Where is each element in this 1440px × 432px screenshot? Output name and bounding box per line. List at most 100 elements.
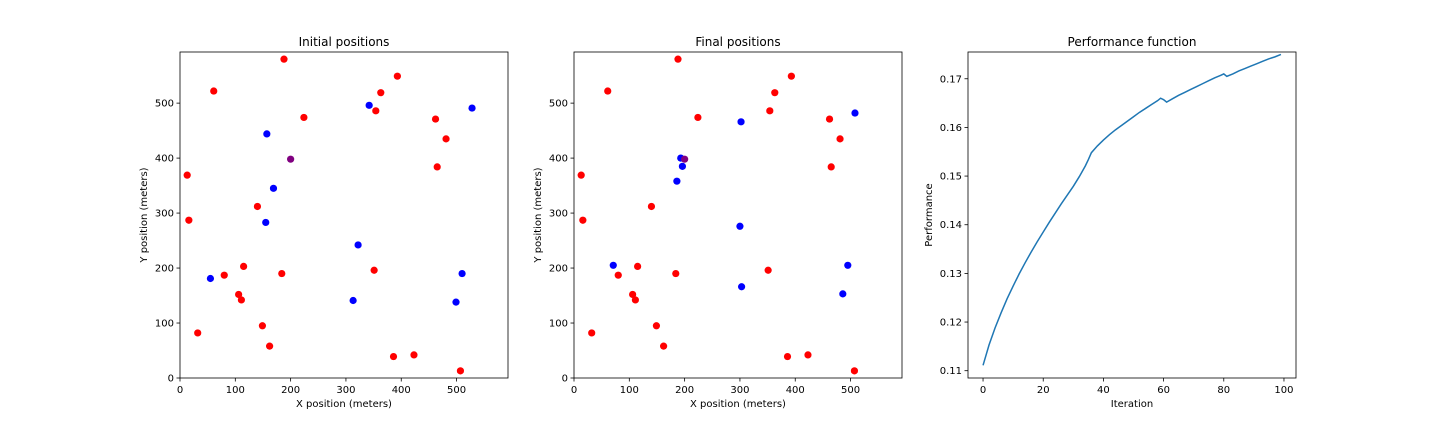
x-tick-label: 20 bbox=[1037, 385, 1050, 396]
data-point bbox=[825, 115, 834, 123]
axes-frame bbox=[179, 51, 509, 379]
data-point bbox=[393, 72, 401, 80]
x-tick-label: 400 bbox=[786, 385, 805, 396]
y-tick-label: 0.15 bbox=[940, 172, 962, 183]
data-point bbox=[836, 135, 844, 143]
performance-function-plot: Performance function 0 20 40 60 80 100 0.11 0.12… bbox=[924, 35, 1297, 410]
x-tick-label: 300 bbox=[730, 385, 749, 396]
x-axis-label: X position (meters) bbox=[296, 399, 392, 410]
data-point bbox=[194, 329, 202, 337]
data-point bbox=[609, 261, 617, 269]
data-point bbox=[681, 155, 689, 163]
x-tick-label: 200 bbox=[281, 385, 300, 396]
data-point bbox=[433, 163, 441, 171]
x-tick-label: 100 bbox=[620, 385, 639, 396]
data-point bbox=[804, 351, 812, 359]
data-point bbox=[263, 130, 271, 138]
x-tick-label: 100 bbox=[1274, 385, 1293, 396]
chart-title: Initial positions bbox=[299, 35, 390, 49]
data-point bbox=[389, 352, 398, 361]
y-tick-label: 0 bbox=[562, 374, 568, 385]
data-point bbox=[737, 118, 745, 126]
x-tick-label: 40 bbox=[1097, 385, 1110, 396]
y-tick-label: 0.16 bbox=[940, 123, 962, 134]
y-tick-label: 100 bbox=[155, 319, 174, 330]
data-point bbox=[827, 163, 835, 171]
data-point bbox=[258, 322, 267, 330]
data-point bbox=[365, 101, 373, 109]
data-point bbox=[266, 342, 274, 350]
data-point bbox=[647, 202, 656, 211]
data-point bbox=[579, 216, 587, 224]
y-tick-label: 0.12 bbox=[940, 318, 962, 329]
x-tick-label: 0 bbox=[980, 385, 986, 396]
data-point bbox=[206, 274, 215, 283]
chart-title: Final positions bbox=[695, 35, 780, 49]
data-point bbox=[410, 351, 418, 359]
y-tick-label: 0.14 bbox=[940, 220, 962, 231]
data-point bbox=[262, 218, 270, 227]
y-tick-label: 0.13 bbox=[940, 269, 962, 280]
data-point bbox=[672, 269, 680, 278]
data-point bbox=[280, 55, 288, 63]
data-point bbox=[674, 55, 682, 63]
data-point bbox=[839, 290, 847, 298]
data-point bbox=[850, 367, 859, 375]
data-point bbox=[577, 171, 585, 179]
data-point bbox=[278, 269, 286, 278]
y-tick-label: 100 bbox=[549, 319, 568, 330]
x-tick-label: 400 bbox=[392, 385, 411, 396]
data-point bbox=[851, 109, 859, 117]
x-tick-label: 300 bbox=[336, 385, 355, 396]
y-tick-label: 200 bbox=[549, 264, 568, 275]
data-point bbox=[614, 271, 622, 279]
y-axis-label: Performance bbox=[924, 183, 935, 246]
y-tick-label: 0.11 bbox=[940, 366, 962, 377]
data-point bbox=[269, 184, 278, 192]
data-point bbox=[287, 155, 295, 163]
final-positions-plot: Final positions 0 100 200 300 400 500 0 100 200 30… bbox=[533, 35, 903, 410]
y-tick-label: 400 bbox=[155, 154, 174, 165]
x-axis-label: Iteration bbox=[1111, 399, 1153, 410]
data-point bbox=[431, 115, 440, 123]
data-point bbox=[300, 113, 308, 122]
axes-frame bbox=[573, 51, 903, 379]
initial-positions-plot: Initial positions 0 100 200 300 400 500 0 100 200… bbox=[139, 35, 509, 410]
data-point bbox=[631, 296, 639, 304]
data-point bbox=[354, 241, 362, 249]
y-axis-label: Y position (meters) bbox=[139, 167, 150, 263]
x-tick-label: 100 bbox=[226, 385, 245, 396]
data-point bbox=[673, 177, 681, 185]
y-tick-label: 500 bbox=[155, 99, 174, 110]
x-tick-label: 500 bbox=[447, 385, 466, 396]
data-point bbox=[468, 104, 476, 112]
data-point bbox=[634, 262, 642, 271]
data-point bbox=[787, 72, 795, 80]
data-point bbox=[458, 269, 466, 278]
data-point bbox=[185, 216, 193, 224]
x-tick-label: 80 bbox=[1217, 385, 1230, 396]
data-point bbox=[253, 202, 262, 211]
data-point bbox=[220, 271, 228, 279]
data-point bbox=[183, 171, 191, 179]
y-tick-label: 200 bbox=[155, 264, 174, 275]
x-tick-label: 0 bbox=[177, 385, 183, 396]
data-point bbox=[370, 266, 378, 274]
axes-frame bbox=[967, 51, 1297, 379]
y-tick-label: 300 bbox=[155, 209, 174, 220]
data-point bbox=[783, 352, 792, 361]
chart-title: Performance function bbox=[1068, 35, 1197, 49]
y-tick-label: 0.17 bbox=[940, 74, 962, 85]
x-tick-label: 500 bbox=[841, 385, 860, 396]
data-point bbox=[604, 87, 612, 95]
data-point bbox=[235, 290, 243, 299]
x-tick-label: 60 bbox=[1157, 385, 1170, 396]
y-tick-label: 400 bbox=[549, 154, 568, 165]
data-point bbox=[678, 162, 687, 170]
data-point bbox=[766, 107, 774, 115]
data-point bbox=[349, 296, 357, 305]
data-point bbox=[237, 296, 245, 304]
data-point bbox=[652, 322, 661, 330]
performance-line bbox=[982, 53, 1282, 366]
